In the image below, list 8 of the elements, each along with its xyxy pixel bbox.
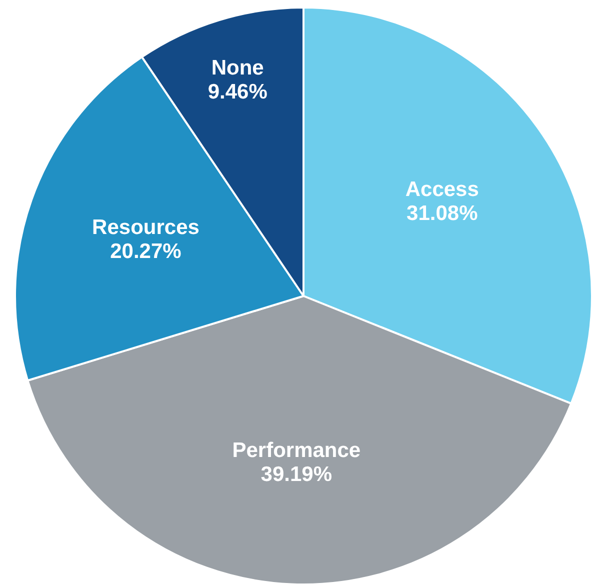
slice-label: None — [211, 56, 264, 80]
data-label: 39.19% — [260, 462, 332, 486]
slice-label: Access — [405, 178, 479, 202]
slice-label: Performance — [232, 438, 361, 462]
slice-label: Resources — [92, 216, 200, 240]
data-label: 9.46% — [208, 80, 268, 104]
data-label: 20.27% — [110, 240, 182, 264]
data-label: 31.08% — [406, 202, 478, 226]
